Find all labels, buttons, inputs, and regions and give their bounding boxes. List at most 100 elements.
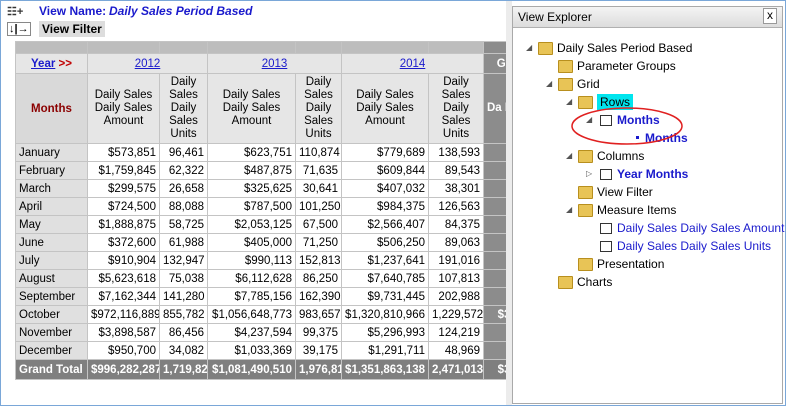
expander[interactable]: ▷ (586, 169, 593, 178)
cell: $984,375 (341, 197, 429, 216)
hierarchy-icon (600, 115, 612, 126)
cell: 89,543 (428, 161, 484, 180)
row-label: April (15, 197, 88, 216)
bullet (636, 136, 639, 139)
expander[interactable]: ◢ (566, 97, 573, 106)
expander[interactable]: ◢ (546, 79, 553, 88)
cell: $372,600 (87, 233, 160, 252)
year-value[interactable]: 2014 (399, 57, 426, 70)
tree-node[interactable]: View Filter (597, 185, 653, 199)
strip-cell (207, 41, 296, 54)
measure-header: Da Da (483, 73, 506, 144)
cell: $990,113 (207, 251, 296, 270)
cell: 71,635 (295, 161, 342, 180)
year-value[interactable]: 2012 (134, 57, 161, 70)
tree-node[interactable]: Parameter Groups (577, 59, 676, 73)
cell: 75,038 (159, 269, 208, 288)
folder-icon (558, 78, 573, 91)
cell: $1,759,845 (87, 161, 160, 180)
year-row: Year >> 2012 2013 2014 Gr (15, 53, 506, 74)
cell (483, 179, 506, 198)
tree-node[interactable]: Charts (577, 275, 613, 289)
explorer-header (513, 7, 782, 28)
view-filter-button[interactable]: View Filter (39, 21, 105, 37)
measure-header: Daily Sales Daily Sales Amount (207, 73, 296, 144)
row-label: November (15, 323, 88, 342)
cell: $9,731,445 (341, 287, 429, 306)
folder-icon (578, 186, 593, 199)
cell: $779,689 (341, 143, 429, 162)
data-row: November $3,898,587 86,456 $4,237,594 99,375… (15, 323, 506, 342)
cell: 39,175 (295, 341, 342, 360)
cell (483, 251, 506, 270)
cell: $3,3 (483, 305, 506, 324)
cell: 88,088 (159, 197, 208, 216)
cell: 202,988 (428, 287, 484, 306)
expander[interactable]: ◢ (526, 43, 533, 52)
year-link[interactable]: Year (31, 57, 56, 70)
expander[interactable]: ◢ (566, 151, 573, 160)
folder-icon (578, 258, 593, 271)
tree-node[interactable]: Daily Sales Daily Sales Amount (617, 221, 785, 235)
cell (483, 161, 506, 180)
cell: $950,700 (87, 341, 160, 360)
tree-node[interactable]: Rows (597, 94, 634, 110)
cell: $1,351,863,138 (341, 359, 429, 380)
tree-node[interactable]: Grid (577, 77, 600, 91)
cell: 96,461 (159, 143, 208, 162)
splitter[interactable] (506, 1, 512, 405)
pivot-area: Year >>201220132014GrMonthsDaily Sales D… (15, 41, 506, 403)
close-button[interactable]: x (763, 8, 777, 24)
cell: $972,116,889 (87, 305, 160, 324)
cell: 132,947 (159, 251, 208, 270)
cell: 101,250 (295, 197, 342, 216)
cell: 1,976,810 (295, 359, 342, 380)
year-value[interactable]: 2013 (261, 57, 288, 70)
tree-node[interactable]: Months (617, 113, 660, 127)
measure-icon (600, 241, 612, 252)
cell: $1,081,490,510 (207, 359, 296, 380)
cell: $7,785,156 (207, 287, 296, 306)
explorer-panel: View Explorer x ◢ Daily Sales Period Base… (512, 6, 785, 404)
data-row: October $972,116,889 855,782 $1,056,648,773… (15, 305, 506, 324)
folder-icon (578, 204, 593, 217)
year-header: Gr (483, 53, 506, 74)
cell (483, 341, 506, 360)
year-arrow: >> (58, 57, 72, 70)
tree-node[interactable]: Measure Items (597, 203, 677, 217)
row-label: July (15, 251, 88, 270)
folder-icon (578, 96, 593, 109)
cell: 86,250 (295, 269, 342, 288)
highlight-svg (571, 107, 683, 145)
cell: $623,751 (207, 143, 296, 162)
tree-node[interactable]: Columns (597, 149, 645, 163)
tree-node[interactable]: Daily Sales Period Based (557, 41, 693, 55)
cell: $407,032 (341, 179, 429, 198)
tree-node[interactable]: Year Months (617, 167, 689, 181)
cell: 89,063 (428, 233, 484, 252)
cell: $5,296,993 (341, 323, 429, 342)
tree-node[interactable]: Daily Sales Daily Sales Units (617, 239, 772, 253)
cell: 110,874 (295, 143, 342, 162)
cell (483, 287, 506, 306)
row-label: August (15, 269, 88, 288)
cell: 84,375 (428, 215, 484, 234)
cell: 48,969 (428, 341, 484, 360)
cell: 62,322 (159, 161, 208, 180)
cell: $5,623,618 (87, 269, 160, 288)
cell: $573,851 (87, 143, 160, 162)
cell: 191,016 (428, 251, 484, 270)
expander[interactable]: ◢ (566, 205, 573, 214)
filter-icons[interactable]: ↓|→ (7, 22, 31, 36)
cell: $1,320,810,966 (341, 305, 429, 324)
data-row: April $724,500 88,088 $787,500 101,250 $984,3… (15, 197, 506, 216)
cell: 107,813 (428, 269, 484, 288)
cell: $299,575 (87, 179, 160, 198)
data-row: August $5,623,618 75,038 $6,112,628 86,250 $7… (15, 269, 506, 288)
row-label: February (15, 161, 88, 180)
tree-node[interactable]: Presentation (597, 257, 665, 271)
expander[interactable]: ◢ (586, 115, 593, 124)
cell (483, 215, 506, 234)
data-row: June $372,600 61,988 $405,000 71,250 $506,250… (15, 233, 506, 252)
